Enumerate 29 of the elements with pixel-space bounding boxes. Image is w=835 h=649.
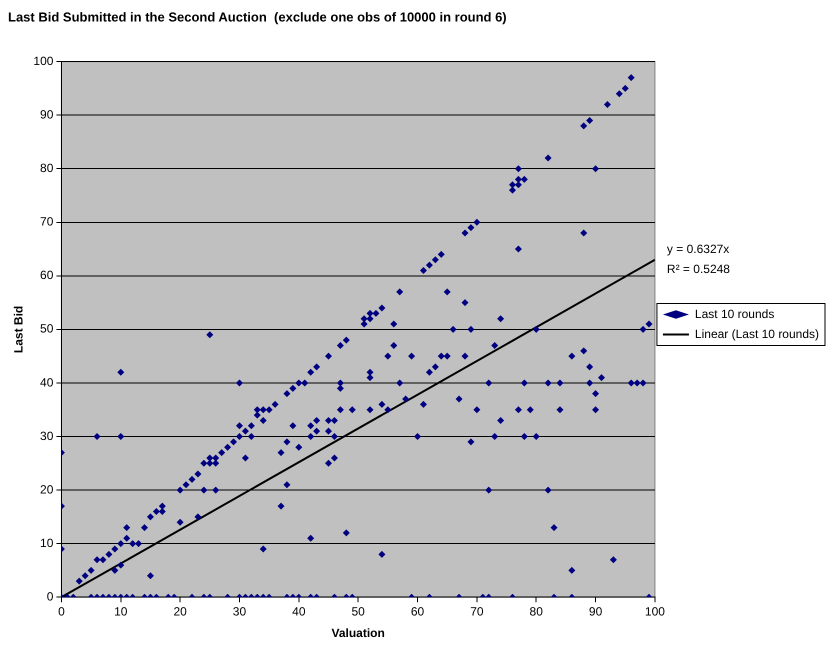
y-axis-title: Last Bid bbox=[12, 306, 26, 354]
y-tick-label: 20 bbox=[40, 482, 54, 496]
x-axis-title: Valuation bbox=[332, 626, 385, 640]
x-tick-label: 90 bbox=[588, 604, 603, 619]
legend-label: Linear (Last 10 rounds) bbox=[694, 326, 820, 341]
x-tick-label: 60 bbox=[410, 604, 425, 619]
x-tick-label: 30 bbox=[232, 604, 246, 619]
x-tick-label: 100 bbox=[644, 604, 666, 619]
x-tick-label: 80 bbox=[530, 604, 544, 619]
y-tick-label: 10 bbox=[40, 536, 54, 550]
y-tick-label: 90 bbox=[40, 107, 54, 122]
x-tick-label: 20 bbox=[173, 604, 188, 619]
y-tick-label: 30 bbox=[40, 428, 54, 443]
y-tick-label: 0 bbox=[46, 590, 54, 604]
y-tick-label: 80 bbox=[40, 161, 54, 176]
y-tick-label: 70 bbox=[40, 214, 54, 229]
x-tick-label: 10 bbox=[114, 604, 128, 619]
x-tick-label: 50 bbox=[351, 604, 366, 619]
legend-label: Last 10 rounds bbox=[694, 306, 774, 321]
x-tick-label: 70 bbox=[470, 604, 484, 619]
x-tick-label: 40 bbox=[292, 604, 306, 619]
y-tick-label: 40 bbox=[40, 375, 54, 390]
text: R² = 0.5248 bbox=[666, 262, 730, 276]
chart-title: Last Bid Submitted in the Second Auction (exclude one obs of 10000 in round 6) bbox=[8, 9, 507, 24]
y-tick-label: 60 bbox=[40, 268, 54, 282]
y-tick-label: 100 bbox=[33, 54, 54, 68]
y-tick-label: 50 bbox=[40, 322, 54, 336]
text: y = 0.6327x bbox=[666, 242, 730, 256]
x-tick-label: 0 bbox=[58, 604, 66, 619]
